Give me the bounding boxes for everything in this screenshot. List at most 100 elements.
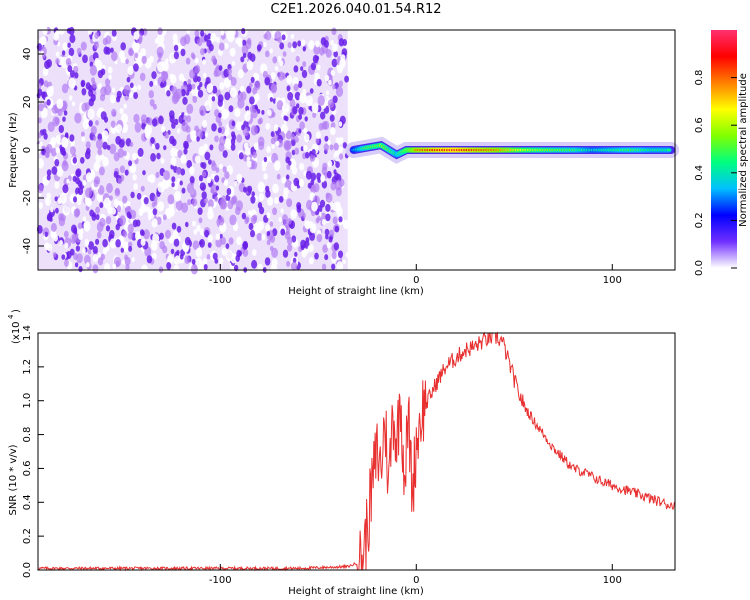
noise-speckle: [67, 65, 73, 73]
noise-speckle: [338, 153, 344, 160]
noise-speckle: [254, 80, 261, 91]
noise-speckle: [97, 83, 103, 90]
colorbar-tick-label: 0.8: [694, 70, 705, 86]
noise-speckle: [211, 162, 217, 171]
noise-speckle: [68, 26, 75, 36]
noise-speckle: [66, 178, 70, 184]
noise-speckle: [72, 157, 78, 164]
spectrogram-x-tick-label: 0: [413, 275, 419, 286]
noise-speckle: [72, 175, 77, 182]
noise-speckle: [236, 173, 243, 183]
noise-speckle: [140, 185, 145, 192]
noise-speckle: [199, 238, 206, 248]
noise-speckle: [210, 32, 217, 43]
noise-speckle: [73, 65, 79, 74]
noise-speckle: [176, 249, 180, 256]
noise-speckle: [197, 38, 203, 47]
noise-speckle: [116, 205, 122, 213]
noise-speckle: [251, 108, 258, 119]
noise-speckle: [112, 263, 116, 269]
snr-y-tick-label: 1.0: [22, 393, 33, 409]
noise-speckle: [143, 229, 150, 240]
noise-speckle: [42, 67, 49, 76]
noise-speckle: [337, 250, 344, 259]
noise-speckle: [176, 225, 182, 233]
noise-speckle: [217, 127, 222, 134]
noise-speckle: [88, 241, 94, 250]
noise-speckle: [334, 172, 340, 181]
noise-speckle: [199, 228, 205, 236]
noise-speckle: [294, 251, 298, 257]
noise-speckle: [126, 211, 131, 219]
noise-speckle: [157, 181, 165, 193]
noise-speckle: [338, 216, 343, 223]
noise-speckle: [73, 208, 80, 218]
noise-speckle: [280, 228, 286, 236]
noise-speckle: [111, 29, 117, 37]
noise-speckle: [216, 36, 220, 43]
noise-speckle: [224, 138, 232, 149]
noise-speckle: [86, 262, 90, 268]
noise-speckle: [76, 192, 83, 202]
noise-speckle: [251, 191, 255, 197]
noise-speckle: [85, 141, 91, 149]
noise-speckle: [61, 136, 69, 149]
snr-x-tick-label: 100: [603, 575, 622, 586]
noise-speckle: [167, 254, 174, 265]
noise-speckle: [191, 198, 198, 207]
noise-speckle: [331, 251, 337, 260]
noise-speckle: [338, 38, 345, 47]
noise-speckle: [254, 226, 259, 233]
noise-speckle: [134, 52, 139, 59]
noise-speckle: [93, 161, 101, 172]
noise-speckle: [149, 174, 156, 184]
noise-speckle: [332, 216, 338, 225]
noise-speckle: [330, 40, 334, 46]
noise-speckle: [69, 34, 76, 44]
noise-speckle: [144, 124, 152, 136]
noise-speckle: [165, 229, 171, 239]
noise-speckle: [219, 198, 227, 210]
noise-speckle: [64, 242, 69, 249]
noise-speckle: [132, 40, 140, 52]
noise-speckle: [257, 181, 265, 193]
noise-speckle: [212, 252, 218, 260]
noise-speckle: [190, 188, 197, 199]
noise-speckle: [44, 242, 50, 251]
noise-speckle: [214, 135, 219, 143]
noise-speckle: [108, 74, 112, 80]
snr-multiplier-exponent: 4: [7, 314, 15, 319]
noise-speckle: [244, 217, 249, 225]
noise-speckle: [77, 180, 83, 188]
noise-speckle: [153, 195, 158, 202]
noise-speckle: [199, 105, 207, 117]
noise-speckle: [178, 73, 185, 82]
noise-speckle: [45, 196, 51, 206]
noise-speckle: [222, 166, 227, 173]
noise-speckle: [81, 136, 86, 143]
noise-speckle: [338, 146, 343, 154]
noise-speckle: [105, 216, 112, 225]
noise-speckle: [262, 70, 268, 79]
noise-speckle: [62, 116, 66, 122]
noise-speckle: [89, 64, 97, 76]
noise-speckle: [172, 230, 179, 240]
noise-speckle: [90, 125, 97, 135]
noise-speckle: [197, 85, 201, 91]
noise-speckle: [303, 170, 307, 176]
noise-speckle: [208, 206, 213, 213]
noise-speckle: [256, 44, 262, 52]
noise-speckle: [321, 263, 327, 271]
noise-speckle: [55, 51, 60, 57]
noise-speckle: [44, 231, 49, 237]
noise-speckle: [272, 56, 278, 64]
noise-speckle: [272, 183, 279, 194]
noise-speckle: [176, 167, 181, 176]
noise-speckle: [131, 257, 135, 263]
noise-speckle: [94, 31, 100, 40]
noise-speckle: [106, 183, 113, 194]
noise-speckle: [289, 98, 296, 108]
noise-speckle: [324, 135, 329, 142]
noise-speckle: [294, 147, 300, 155]
noise-speckle: [180, 48, 186, 57]
